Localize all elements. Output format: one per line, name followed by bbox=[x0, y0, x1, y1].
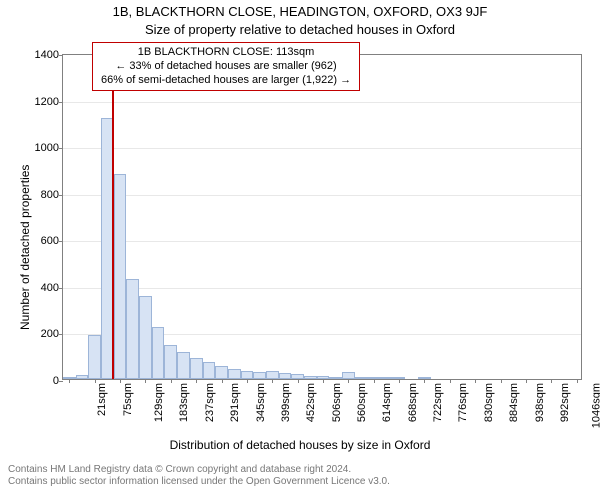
bar bbox=[164, 345, 177, 379]
xtick-label: 506sqm bbox=[331, 383, 343, 422]
bar bbox=[190, 358, 203, 379]
x-axis-label: Distribution of detached houses by size … bbox=[0, 438, 600, 452]
xtick-label: 291sqm bbox=[229, 383, 241, 422]
xtick-label: 668sqm bbox=[407, 383, 419, 422]
xtick-mark bbox=[298, 379, 299, 383]
highlight-line bbox=[112, 55, 114, 379]
bar bbox=[126, 279, 139, 379]
y-axis-label: Number of detached properties bbox=[18, 165, 32, 330]
grid-line bbox=[63, 148, 581, 149]
xtick-label: 452sqm bbox=[305, 383, 317, 422]
grid-line bbox=[63, 288, 581, 289]
xtick-mark bbox=[323, 379, 324, 383]
xtick-mark bbox=[120, 379, 121, 383]
ytick-label: 1000 bbox=[35, 142, 59, 154]
xtick-mark bbox=[247, 379, 248, 383]
xtick-label: 183sqm bbox=[179, 383, 191, 422]
bar bbox=[139, 296, 152, 379]
xtick-mark bbox=[501, 379, 502, 383]
ytick-label: 0 bbox=[53, 375, 59, 387]
bar bbox=[253, 372, 266, 379]
bar bbox=[241, 371, 254, 379]
xtick-label: 21sqm bbox=[96, 383, 108, 416]
ytick-label: 200 bbox=[41, 328, 59, 340]
xtick-mark bbox=[399, 379, 400, 383]
xtick-label: 614sqm bbox=[382, 383, 394, 422]
ytick-mark bbox=[59, 334, 63, 335]
bar bbox=[177, 352, 190, 379]
xtick-mark bbox=[272, 379, 273, 383]
bar bbox=[355, 377, 368, 379]
xtick-mark bbox=[577, 379, 578, 383]
xtick-label: 938sqm bbox=[534, 383, 546, 422]
bar bbox=[203, 362, 216, 379]
xtick-mark bbox=[69, 379, 70, 383]
xtick-label: 884sqm bbox=[508, 383, 520, 422]
xtick-label: 399sqm bbox=[280, 383, 292, 422]
ytick-label: 800 bbox=[41, 189, 59, 201]
footer-line-2: Contains public sector information licen… bbox=[8, 476, 390, 487]
bar bbox=[266, 371, 279, 379]
subtitle: Size of property relative to detached ho… bbox=[0, 22, 600, 37]
ytick-mark bbox=[59, 288, 63, 289]
annotation-line-2: ← 33% of detached houses are smaller (96… bbox=[101, 59, 351, 73]
ytick-label: 400 bbox=[41, 282, 59, 294]
xtick-label: 776sqm bbox=[458, 383, 470, 422]
page-title: 1B, BLACKTHORN CLOSE, HEADINGTON, OXFORD… bbox=[0, 4, 600, 19]
bar bbox=[329, 377, 342, 379]
grid-line bbox=[63, 102, 581, 103]
footer: Contains HM Land Registry data © Crown c… bbox=[8, 464, 390, 488]
xtick-label: 992sqm bbox=[559, 383, 571, 422]
grid-line bbox=[63, 195, 581, 196]
bar bbox=[304, 376, 317, 379]
xtick-mark bbox=[222, 379, 223, 383]
footer-line-1: Contains HM Land Registry data © Crown c… bbox=[8, 464, 351, 475]
plot-area: 020040060080010001200140021sqm75sqm129sq… bbox=[62, 54, 582, 380]
ytick-mark bbox=[59, 241, 63, 242]
xtick-mark bbox=[424, 379, 425, 383]
xtick-label: 560sqm bbox=[356, 383, 368, 422]
xtick-mark bbox=[374, 379, 375, 383]
bar bbox=[279, 373, 292, 379]
grid-line bbox=[63, 241, 581, 242]
bar bbox=[114, 174, 127, 379]
annotation-line-3: 66% of semi-detached houses are larger (… bbox=[101, 73, 351, 87]
ytick-label: 1200 bbox=[35, 96, 59, 108]
ytick-mark bbox=[59, 195, 63, 196]
bar bbox=[88, 335, 101, 379]
xtick-label: 345sqm bbox=[255, 383, 267, 422]
bar bbox=[76, 375, 89, 379]
bar bbox=[215, 366, 228, 380]
xtick-mark bbox=[95, 379, 96, 383]
ytick-mark bbox=[59, 102, 63, 103]
xtick-mark bbox=[348, 379, 349, 383]
xtick-mark bbox=[196, 379, 197, 383]
annotation-box: 1B BLACKTHORN CLOSE: 113sqm ← 33% of det… bbox=[92, 42, 360, 91]
bar bbox=[228, 369, 241, 379]
xtick-label: 1046sqm bbox=[591, 383, 600, 428]
bar bbox=[152, 327, 165, 379]
xtick-mark bbox=[551, 379, 552, 383]
bar bbox=[380, 377, 393, 379]
xtick-label: 830sqm bbox=[483, 383, 495, 422]
ytick-mark bbox=[59, 148, 63, 149]
xtick-mark bbox=[526, 379, 527, 383]
ytick-mark bbox=[59, 55, 63, 56]
xtick-mark bbox=[145, 379, 146, 383]
chart-root: { "title": "1B, BLACKTHORN CLOSE, HEADIN… bbox=[0, 0, 600, 500]
xtick-label: 75sqm bbox=[122, 383, 134, 416]
annotation-line-1: 1B BLACKTHORN CLOSE: 113sqm bbox=[101, 45, 351, 59]
xtick-label: 129sqm bbox=[153, 383, 165, 422]
xtick-mark bbox=[475, 379, 476, 383]
ytick-label: 600 bbox=[41, 235, 59, 247]
xtick-label: 722sqm bbox=[432, 383, 444, 422]
xtick-mark bbox=[450, 379, 451, 383]
xtick-label: 237sqm bbox=[204, 383, 216, 422]
ytick-mark bbox=[59, 381, 63, 382]
ytick-label: 1400 bbox=[35, 49, 59, 61]
xtick-mark bbox=[171, 379, 172, 383]
